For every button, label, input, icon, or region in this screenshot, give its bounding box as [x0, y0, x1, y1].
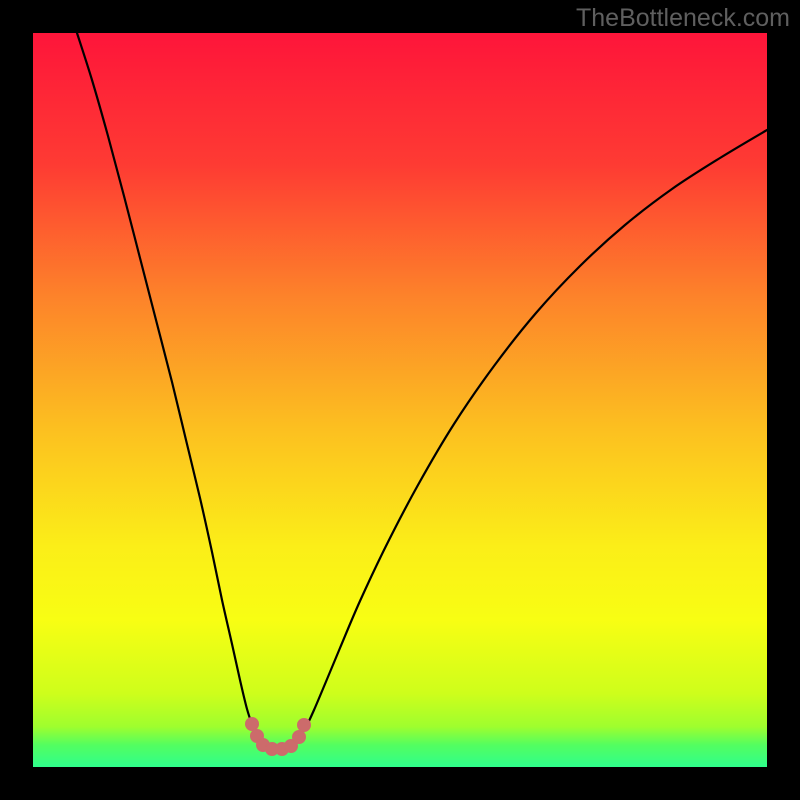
chart-svg [0, 0, 800, 800]
curve-marker [246, 718, 259, 731]
curve-marker [293, 731, 306, 744]
plot-background [33, 33, 767, 767]
root-container: TheBottleneck.com [0, 0, 800, 800]
curve-marker [298, 719, 311, 732]
watermark-text: TheBottleneck.com [576, 4, 790, 33]
